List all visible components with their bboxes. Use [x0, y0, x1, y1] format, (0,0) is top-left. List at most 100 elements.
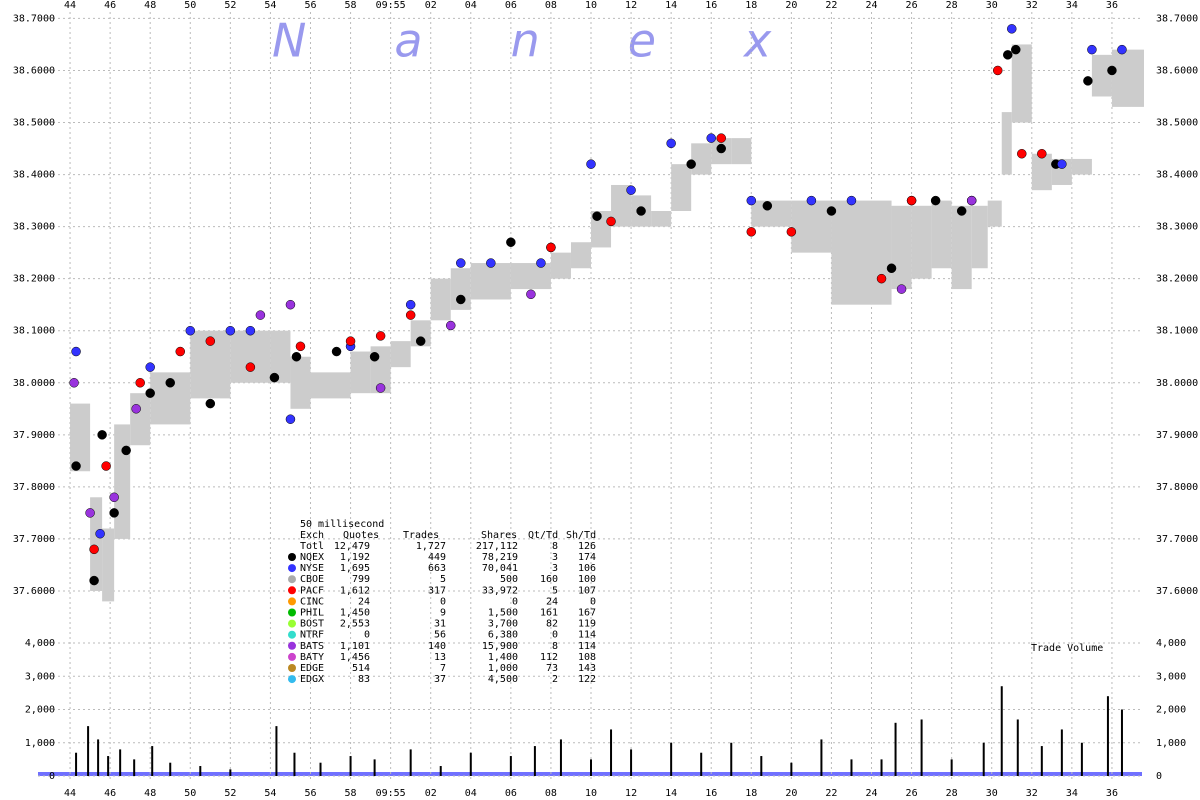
stats-cell: 12,479: [334, 541, 370, 552]
legend-label: CINC: [300, 596, 324, 607]
y-tick-label: 4,000: [1156, 638, 1186, 649]
stats-cell: 0: [590, 596, 596, 607]
y-tick-label: 38.5000: [13, 118, 55, 129]
quote-band: [270, 330, 291, 383]
x-tick-label: 10: [585, 0, 597, 11]
x-tick-label: 50: [184, 0, 196, 11]
x-tick-label: 34: [1066, 0, 1078, 11]
volume-bar: [1060, 729, 1063, 776]
quote-band: [550, 252, 571, 279]
trade-point: [546, 242, 556, 253]
stats-cell: 1,727: [416, 541, 446, 552]
quote-band: [611, 184, 632, 227]
volume-bar: [1000, 686, 1003, 776]
y-tick-label: 38.6000: [1156, 65, 1198, 76]
stats-cell: 108: [578, 652, 596, 663]
stats-cell: 161: [540, 608, 558, 619]
trade-point: [636, 206, 646, 216]
x-tick-label: 46: [104, 788, 116, 799]
y-tick-label: 38.2000: [1156, 274, 1198, 285]
stats-cell: 73: [546, 663, 558, 674]
trade-point: [666, 138, 676, 149]
trade-point: [886, 263, 897, 274]
quote-band: [470, 263, 511, 300]
volume-bar: [199, 766, 202, 776]
y-tick-label: 38.3000: [1156, 222, 1198, 233]
trade-point: [786, 227, 797, 237]
trade-point: [930, 195, 941, 206]
x-tick-label: 52: [224, 0, 236, 11]
trade-point: [992, 65, 1003, 76]
stats-cell: 317: [428, 585, 446, 596]
volume-bar: [894, 722, 897, 776]
volume-bar: [275, 726, 278, 776]
x-tick-label: 02: [425, 0, 437, 11]
volume-bar: [820, 739, 823, 776]
stats-cell: 1,695: [340, 563, 370, 574]
quote-band: [350, 351, 371, 394]
legend-label: BOST: [300, 619, 324, 630]
volume-bar: [700, 752, 703, 776]
legend-marker: [288, 608, 296, 617]
quote-band: [951, 205, 972, 290]
volume-bar: [533, 746, 536, 776]
stats-cell: 1,192: [340, 552, 370, 563]
x-tick-label: 54: [264, 788, 276, 799]
x-tick-label: 50: [184, 788, 196, 799]
x-tick-label: 58: [345, 788, 357, 799]
trade-point: [245, 325, 256, 336]
volume-bar: [229, 769, 232, 776]
trade-point: [131, 404, 141, 414]
trade-point: [1037, 148, 1047, 159]
trade-point: [97, 430, 107, 440]
legend-marker: [288, 664, 296, 672]
trade-point: [185, 325, 196, 336]
legend-label: EDGE: [300, 663, 324, 674]
legend-marker: [288, 675, 296, 684]
quote-band: [510, 263, 551, 290]
volume-bar: [97, 739, 100, 776]
trade-point: [486, 258, 496, 268]
quote-band: [430, 278, 451, 321]
stats-cell: 70,041: [482, 563, 518, 574]
x-tick-label: 56: [304, 0, 316, 11]
trade-point: [375, 383, 386, 393]
legend-label: PACF: [300, 585, 324, 596]
stats-cell: 112: [540, 652, 558, 663]
quote-band: [931, 200, 952, 269]
trade-point: [269, 372, 280, 383]
y-tick-label: 38.4000: [1156, 170, 1198, 181]
y-tick-label: 0: [49, 771, 55, 782]
trade-point: [205, 398, 216, 409]
stats-cell: 37: [434, 674, 446, 685]
trade-point: [291, 351, 302, 362]
volume-bar: [880, 759, 883, 776]
x-tick-label: 48: [144, 788, 156, 799]
y-tick-label: 4,000: [25, 638, 55, 649]
trade-point: [295, 341, 306, 352]
y-tick-label: 37.7000: [13, 534, 55, 545]
x-tick-label: 32: [1026, 788, 1038, 799]
stats-header: Quotes: [343, 530, 379, 541]
y-tick-label: 38.1000: [1156, 326, 1198, 337]
stats-cell: 174: [578, 552, 596, 563]
trade-point: [255, 310, 266, 320]
trade-point: [145, 362, 155, 372]
legend-marker: [288, 564, 296, 573]
stats-cell: 8: [552, 641, 558, 652]
stats-cell: 0: [364, 630, 370, 641]
legend-label: PHIL: [300, 608, 324, 619]
trade-point: [586, 159, 596, 169]
volume-bar: [349, 756, 352, 776]
stats-cell: 3,700: [488, 619, 518, 630]
quote-band: [1011, 44, 1032, 123]
quote-band: [791, 200, 832, 253]
trade-point: [896, 284, 907, 294]
x-tick-label: 48: [144, 0, 156, 11]
stats-cell: 24: [358, 596, 370, 607]
volume-bar: [1080, 742, 1083, 776]
volume-bar: [133, 759, 136, 776]
quote-band: [102, 528, 115, 602]
y-tick-label: 2,000: [1156, 705, 1186, 716]
